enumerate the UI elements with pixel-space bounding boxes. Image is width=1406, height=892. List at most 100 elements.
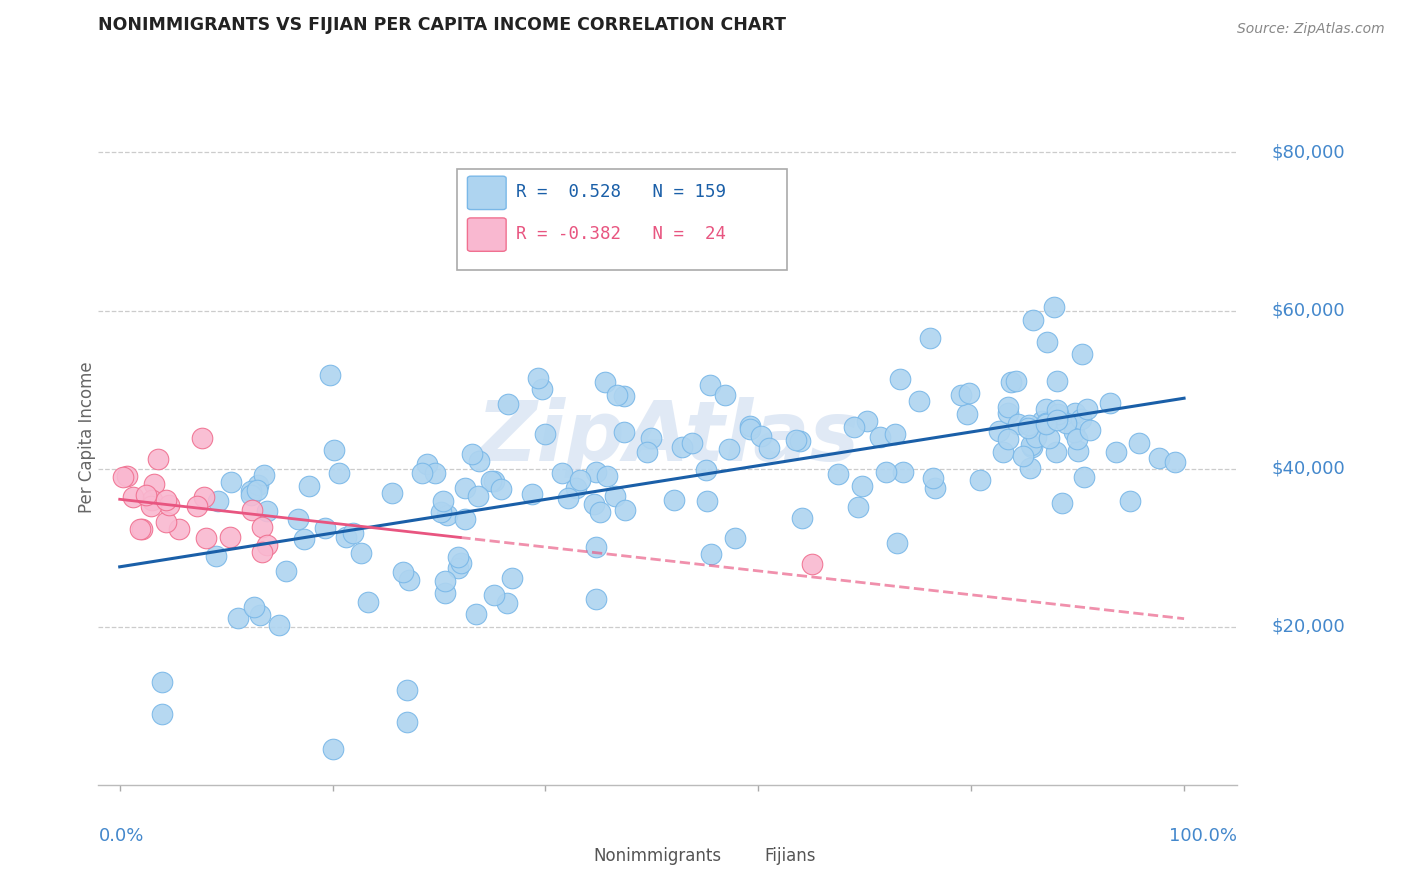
- Point: [886, 536, 908, 550]
- Point: [169, 522, 191, 536]
- Point: [129, 522, 152, 536]
- Point: [1046, 374, 1069, 388]
- Point: [1073, 470, 1095, 484]
- Point: [922, 471, 945, 485]
- Point: [468, 454, 491, 468]
- Point: [391, 565, 413, 579]
- Point: [464, 607, 486, 621]
- Point: [434, 586, 457, 600]
- Point: [1054, 416, 1077, 430]
- Point: [1007, 417, 1029, 431]
- Point: [920, 331, 942, 345]
- Point: [322, 442, 344, 457]
- Point: [875, 466, 897, 480]
- Point: [1021, 440, 1043, 454]
- Point: [908, 394, 931, 409]
- Point: [1128, 436, 1150, 450]
- Point: [997, 401, 1019, 415]
- Text: $60,000: $60,000: [1271, 301, 1346, 319]
- Point: [398, 573, 420, 587]
- Y-axis label: Per Capita Income: Per Capita Income: [79, 361, 96, 513]
- Point: [461, 447, 484, 461]
- Point: [240, 503, 263, 517]
- Point: [740, 422, 762, 436]
- Point: [758, 442, 780, 456]
- Point: [250, 519, 273, 533]
- Point: [467, 489, 489, 503]
- Point: [991, 445, 1014, 459]
- Point: [1045, 444, 1067, 458]
- Point: [800, 557, 823, 571]
- Text: Fijians: Fijians: [765, 847, 815, 865]
- Point: [155, 515, 177, 529]
- Point: [139, 499, 162, 513]
- Point: [889, 372, 911, 386]
- Point: [239, 484, 262, 499]
- Point: [122, 491, 145, 505]
- Point: [356, 595, 378, 609]
- Point: [613, 389, 636, 403]
- FancyBboxPatch shape: [467, 218, 506, 252]
- Point: [827, 467, 849, 482]
- Point: [411, 466, 433, 480]
- FancyBboxPatch shape: [467, 177, 506, 210]
- Point: [423, 466, 446, 480]
- Point: [924, 481, 946, 495]
- Point: [1071, 347, 1094, 361]
- Point: [1035, 417, 1057, 431]
- Point: [267, 617, 290, 632]
- Point: [949, 387, 972, 401]
- Point: [526, 371, 548, 385]
- Point: [846, 500, 869, 514]
- Point: [1021, 438, 1043, 452]
- Point: [789, 434, 811, 448]
- Point: [416, 458, 439, 472]
- Point: [322, 742, 344, 756]
- Point: [842, 419, 865, 434]
- Text: $40,000: $40,000: [1271, 459, 1346, 478]
- Point: [520, 487, 543, 501]
- Point: [531, 382, 554, 396]
- Point: [450, 556, 472, 570]
- Point: [749, 429, 772, 443]
- Text: R = -0.382   N =  24: R = -0.382 N = 24: [516, 225, 727, 243]
- Text: Nonimmigrants: Nonimmigrants: [593, 847, 721, 865]
- Point: [447, 561, 470, 575]
- Point: [207, 494, 229, 508]
- Point: [396, 714, 419, 729]
- Point: [717, 442, 740, 456]
- Point: [1046, 413, 1069, 427]
- Point: [884, 427, 907, 442]
- Point: [1024, 430, 1046, 444]
- Point: [785, 434, 807, 448]
- Point: [557, 491, 579, 506]
- Point: [695, 463, 717, 477]
- Point: [1036, 334, 1059, 349]
- Point: [1018, 461, 1040, 475]
- Point: [249, 607, 271, 622]
- Point: [240, 488, 263, 502]
- Point: [1118, 494, 1140, 508]
- Point: [681, 436, 703, 450]
- Point: [342, 526, 364, 541]
- Point: [1017, 421, 1039, 435]
- Point: [1035, 401, 1057, 416]
- Point: [155, 493, 177, 508]
- Point: [335, 530, 357, 544]
- Text: R =  0.528   N = 159: R = 0.528 N = 159: [516, 183, 727, 202]
- Point: [287, 512, 309, 526]
- Point: [851, 479, 873, 493]
- Point: [969, 473, 991, 487]
- FancyBboxPatch shape: [457, 169, 787, 270]
- Point: [1004, 374, 1026, 388]
- Text: 0.0%: 0.0%: [98, 827, 143, 845]
- Point: [150, 706, 173, 721]
- Point: [433, 574, 456, 589]
- Point: [454, 512, 477, 526]
- Point: [583, 497, 606, 511]
- Point: [489, 483, 512, 497]
- Point: [482, 474, 505, 488]
- Text: $20,000: $20,000: [1271, 618, 1346, 636]
- Point: [640, 431, 662, 445]
- Text: Source: ZipAtlas.com: Source: ZipAtlas.com: [1237, 22, 1385, 37]
